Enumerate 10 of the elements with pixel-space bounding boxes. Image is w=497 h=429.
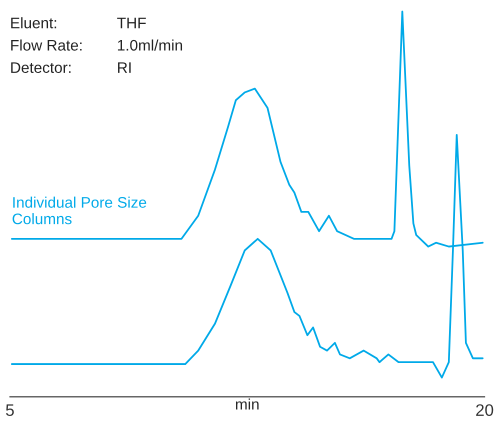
annotation: RI	[118, 62, 131, 73]
series-label: Individual Pore Size Columns	[12, 196, 146, 224]
x-axis-title: min	[236, 398, 259, 410]
annotation: 1.0ml/min	[118, 39, 182, 51]
annotation: Detector:	[11, 62, 71, 73]
x-tick-label: 20	[476, 404, 494, 416]
annotation: THF	[117, 18, 146, 28]
annotation: Eluent:	[11, 17, 56, 28]
x-tick-label: 5	[6, 404, 14, 416]
annotation: Flow Rate:	[11, 39, 82, 51]
